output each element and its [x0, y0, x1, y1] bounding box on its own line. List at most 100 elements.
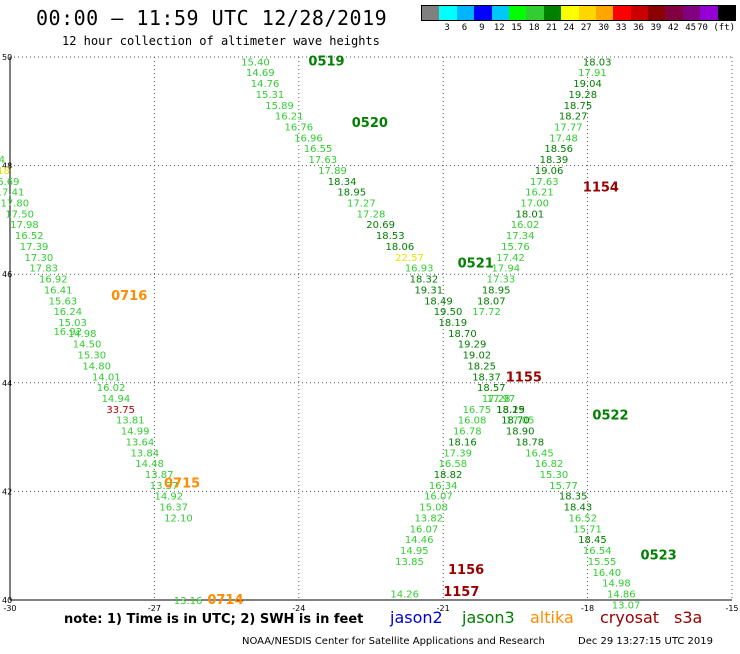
swh-data-label: 16.92 — [53, 327, 82, 338]
color-scale-label: 33 — [615, 23, 627, 33]
color-scale-label: 36 — [633, 23, 644, 33]
color-swatch — [700, 6, 718, 20]
swh-data-label: 16.04 — [0, 155, 5, 166]
x-tick-label: -18 — [581, 604, 594, 613]
color-swatch — [526, 6, 544, 20]
pass-time-label: 0520 — [352, 116, 388, 131]
swh-data-label: 14.95 — [400, 546, 429, 557]
chart-subtitle: 12 hour collection of altimeter wave hei… — [62, 34, 380, 48]
swh-data-label: 17.48 — [549, 133, 578, 144]
pass-time-label: 0714 — [207, 593, 243, 608]
x-tick-label: -27 — [148, 604, 161, 613]
y-tick-label: 46 — [2, 270, 12, 279]
swh-data-label: 17.72 — [472, 307, 501, 318]
swh-data-label: 16.55 — [304, 144, 333, 155]
swh-data-label: 17.28 — [482, 394, 511, 405]
y-tick-label: 48 — [2, 162, 12, 171]
swh-data-label: 14.76 — [251, 79, 280, 90]
color-scale-label: 24 — [563, 23, 575, 33]
swh-data-label: 16.54 — [583, 546, 612, 557]
swh-data-label: 15.03 — [58, 318, 87, 329]
footer-credit: NOAA/NESDIS Center for Satellite Applica… — [242, 636, 545, 647]
swh-data-label: 16.52 — [568, 513, 597, 524]
swh-data-label: 16.76 — [284, 123, 313, 134]
swh-data-label: 15.30 — [540, 470, 569, 481]
swh-data-label: 16.40 — [593, 568, 622, 579]
swh-data-label: 16.82 — [535, 459, 564, 470]
swh-data-label: 18.07 — [477, 296, 506, 307]
swh-data-label: 15.40 — [241, 57, 270, 68]
swh-data-label: 19.28 — [568, 90, 597, 101]
color-swatch — [578, 6, 596, 20]
swh-data-label: 14.01 — [92, 372, 121, 383]
swh-data-label: 15.77 — [549, 481, 578, 492]
swh-data-label: 14.48 — [135, 459, 164, 470]
swh-data-label: 15.76 — [501, 242, 530, 253]
swh-data-label: 18.95 — [337, 188, 366, 199]
swh-data-label: 18.03 — [583, 57, 612, 68]
swh-data-label: 14.98 — [68, 329, 97, 340]
color-scale-label: 39 — [650, 23, 662, 33]
color-scale: 3 6 9 12 15 18 21 24 27 30 33 36 39 42 45 70 (ft) — [421, 5, 737, 35]
swh-data-label: 18.90 — [506, 427, 535, 438]
x-tick-label: -30 — [3, 604, 16, 613]
color-scale-label: 9 — [479, 23, 485, 33]
swh-data-label: 18.32 — [410, 275, 439, 286]
swh-data-label: 18.37 — [472, 372, 501, 383]
swh-data-label: 14.86 — [607, 589, 636, 600]
swh-data-label: 17.05 — [506, 416, 535, 427]
swh-data-label: 17.97 — [487, 394, 516, 405]
swh-data-label: 13.07 — [612, 600, 641, 611]
swh-data-label: 18.16 — [448, 437, 477, 448]
swh-data-label: 22.57 — [395, 253, 424, 264]
swh-data-label: 18.06 — [386, 242, 415, 253]
swh-data-label: 19.50 — [434, 307, 463, 318]
swh-data-label: 13.82 — [414, 513, 443, 524]
swh-data-label: 18.70 — [448, 329, 477, 340]
color-scale-label: 6 — [461, 23, 468, 33]
swh-data-label: 17.91 — [578, 68, 607, 79]
swh-data-label: 18.53 — [376, 231, 405, 242]
color-swatch — [491, 6, 509, 20]
swh-data-label: 17.94 — [491, 264, 520, 275]
swh-data-label: 20.69 — [366, 220, 395, 231]
pass-time-label: 0522 — [592, 408, 628, 423]
satellite-label-jason2: jason2 — [390, 608, 443, 627]
satellite-label-jason3: jason3 — [462, 608, 515, 627]
chart-title: 00:00 – 11:59 UTC 12/28/2019 — [36, 6, 388, 30]
swh-data-label: 15.89 — [265, 101, 294, 112]
swh-data-label: 18.78 — [516, 437, 545, 448]
color-swatch — [665, 6, 683, 20]
color-swatch — [648, 6, 666, 20]
swh-data-label: 17.30 — [25, 253, 54, 264]
swh-data-label: 17.77 — [554, 123, 583, 134]
swh-data-label: 16.07 — [410, 524, 439, 535]
swh-data-label: 16.37 — [159, 503, 188, 514]
swh-data-label: 18.75 — [564, 101, 593, 112]
pass-time-label: 1157 — [443, 585, 479, 600]
swh-data-label: 16.69 — [0, 177, 20, 188]
color-scale-swatches — [421, 5, 737, 21]
color-swatch — [682, 6, 701, 20]
pass-time-label: 1156 — [448, 563, 484, 578]
swh-data-label: 12.10 — [164, 513, 193, 524]
color-swatch — [456, 6, 475, 20]
swh-data-label: 16.58 — [439, 459, 468, 470]
satellite-label-cryosat: cryosat — [600, 608, 660, 627]
swh-data-label: 18.43 — [564, 503, 593, 514]
swh-data-label: 19.29 — [458, 340, 487, 351]
swh-data-label: 17.27 — [347, 199, 376, 210]
color-swatch — [595, 6, 614, 20]
swh-data-label: 18.29 — [496, 405, 525, 416]
x-tick-label: -15 — [725, 604, 738, 613]
color-swatch — [474, 6, 492, 20]
swh-data-label: 18.45 — [578, 535, 607, 546]
swh-data-label: 18.95 — [482, 285, 511, 296]
swh-data-label: 19.06 — [535, 166, 564, 177]
pass-time-label: 0519 — [308, 54, 344, 69]
swh-data-label: 16.92 — [39, 275, 68, 286]
swh-data-label: 33.75 — [106, 405, 135, 416]
swh-data-label: 20.18 — [0, 166, 10, 177]
swh-data-label: 16.41 — [44, 285, 73, 296]
